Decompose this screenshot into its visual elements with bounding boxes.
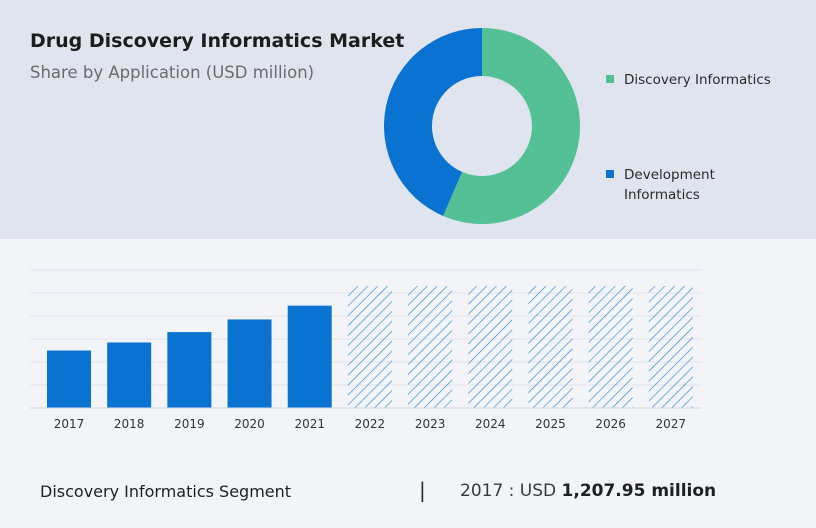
x-tick-label-2017: 2017 — [54, 417, 85, 431]
x-tick-label-2020: 2020 — [234, 417, 265, 431]
donut-slice-development — [384, 28, 482, 216]
forecast-bar-2024 — [468, 286, 513, 408]
legend-swatch-discovery — [606, 75, 614, 83]
footer-prefix: 2017 : USD — [460, 481, 557, 501]
forecast-bar-2023 — [408, 286, 453, 408]
bar-2017 — [47, 350, 91, 408]
forecast-bar-2025 — [528, 286, 573, 408]
donut-slice-discovery — [443, 28, 580, 224]
footer-segment-label: Discovery Informatics Segment — [40, 482, 292, 501]
legend-label-development: Development Informatics — [624, 167, 715, 203]
footer-value: 1,207.95 million — [561, 481, 717, 501]
forecast-bar-2022 — [347, 286, 392, 408]
forecast-bar-2026 — [588, 286, 633, 408]
x-tick-label-2019: 2019 — [174, 417, 205, 431]
donut-hole — [432, 76, 532, 176]
footer-divider: | — [419, 478, 426, 502]
chart-subtitle: Share by Application (USD million) — [30, 63, 315, 82]
legend-label-discovery: Discovery Informatics — [624, 72, 771, 88]
x-tick-label-2021: 2021 — [294, 417, 325, 431]
bar-2020 — [227, 319, 272, 408]
chart-title: Drug Discovery Informatics Market — [30, 30, 405, 52]
x-tick-label-2025: 2025 — [535, 417, 566, 431]
x-tick-label-2022: 2022 — [355, 417, 386, 431]
donut-chart — [384, 28, 580, 224]
x-tick-label-2027: 2027 — [656, 417, 687, 431]
x-tick-label-2018: 2018 — [114, 417, 145, 431]
legend-swatch-development — [606, 170, 614, 178]
footer-value-text: 2017 : USD 1,207.95 million — [460, 481, 716, 501]
x-tick-label-2023: 2023 — [415, 417, 446, 431]
bar-2021 — [287, 305, 332, 408]
x-tick-label-2026: 2026 — [595, 417, 626, 431]
x-tick-label-2024: 2024 — [475, 417, 506, 431]
forecast-bar-2027 — [648, 286, 693, 408]
bar-2019 — [167, 332, 212, 408]
bar-2018 — [107, 342, 152, 408]
